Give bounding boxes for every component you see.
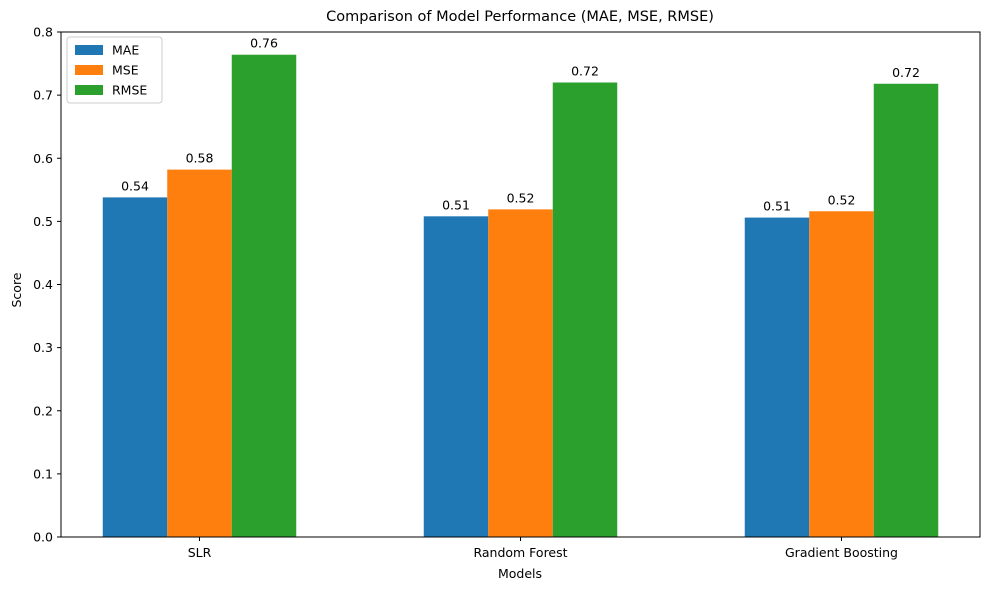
plot-area: 0.54 0.58 0.76 SLR 0.51 0.52 0.72 Random Forest… (33, 25, 981, 560)
legend-swatch-mse (75, 65, 103, 75)
bar-rmse-1 (552, 82, 618, 537)
legend-swatch-rmse (75, 85, 103, 95)
data-label-mae-1: 0.51 (442, 197, 470, 212)
y-tick-label-3: 0.3 (33, 340, 53, 355)
x-tick-label-0: SLR (188, 545, 212, 560)
chart-title: Comparison of Model Performance (MAE, MS… (326, 9, 714, 25)
y-axis-label: Score (9, 272, 24, 307)
data-label-rmse-1: 0.72 (571, 64, 599, 79)
x-tick-label-2: Gradient Boosting (785, 545, 898, 560)
bar-mae-2 (744, 217, 810, 537)
x-tick-label-1: Random Forest (473, 545, 567, 560)
legend-label-mse: MSE (112, 63, 139, 78)
data-label-mae-0: 0.54 (121, 178, 149, 193)
data-label-mse-1: 0.52 (507, 190, 535, 205)
bar-mse-0 (167, 169, 232, 538)
legend-label-rmse: RMSE (112, 83, 147, 98)
data-label-mae-2: 0.51 (763, 199, 791, 214)
y-tick-label-5: 0.5 (33, 214, 53, 229)
y-tick-label-6: 0.6 (33, 151, 53, 166)
data-label-rmse-2: 0.72 (892, 65, 920, 80)
legend: MAE MSE RMSE (66, 36, 163, 104)
bar-mse-1 (488, 209, 553, 537)
data-label-mse-2: 0.52 (828, 192, 856, 207)
legend-label-mae: MAE (112, 43, 139, 58)
y-tick-label-2: 0.2 (33, 403, 53, 418)
bar-rmse-0 (231, 54, 297, 537)
y-tick-label-4: 0.4 (33, 277, 53, 292)
bar-mae-1 (423, 216, 489, 537)
y-tick-label-1: 0.1 (33, 466, 53, 481)
data-label-mse-0: 0.58 (186, 151, 214, 166)
bar-rmse-2 (873, 83, 939, 537)
axes-frame (60, 31, 981, 538)
bar-mae-0 (102, 197, 168, 537)
y-tick-label-0: 0.0 (33, 530, 53, 545)
y-tick-label-7: 0.7 (33, 88, 53, 103)
data-label-rmse-0: 0.76 (250, 36, 278, 51)
x-axis-label: Models (498, 566, 542, 581)
legend-swatch-mae (75, 45, 103, 55)
bar-mse-2 (809, 211, 874, 537)
y-tick-label-8: 0.8 (33, 25, 53, 40)
